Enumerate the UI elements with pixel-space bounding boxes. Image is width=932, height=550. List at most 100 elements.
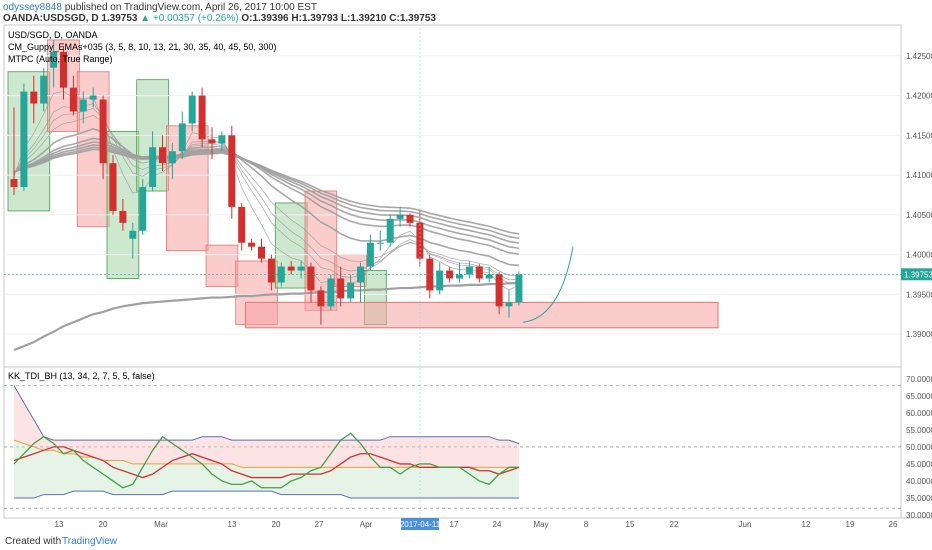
tdi-upper-fill: [14, 385, 519, 468]
candle-body: [267, 258, 275, 283]
time-tick-label: 8: [584, 520, 589, 529]
candle-body: [456, 274, 463, 279]
support-zone: [245, 301, 719, 329]
candle-body: [436, 270, 444, 291]
created-with-label: Created with: [5, 536, 62, 547]
price-change: ▲ +0.00357 (+0.26%): [140, 13, 239, 24]
tradingview-logo-link[interactable]: TradingView: [62, 536, 118, 547]
tdi-tick-label: 40.0000: [906, 477, 932, 486]
time-tick-label: 24: [493, 520, 502, 529]
last-price-label: 1.39753: [904, 270, 932, 279]
candle-body: [139, 187, 147, 231]
price-tick-label: 1.39000: [906, 330, 932, 339]
price-tick-label: 1.41000: [906, 171, 932, 180]
time-tick-label: 20: [272, 520, 281, 529]
symbol-line: OANDA:USDSGD, D: [3, 13, 99, 24]
candle-body: [366, 242, 374, 267]
high-value: H:1.39793: [291, 13, 339, 24]
candle-body: [119, 210, 127, 223]
tdi-tick-label: 55.0000: [906, 426, 932, 435]
time-tick-label: 26: [889, 520, 898, 529]
candle-body: [69, 87, 77, 112]
time-tick-label: 13: [55, 520, 64, 529]
candle-body: [89, 95, 97, 100]
time-tick-label: 12: [802, 520, 811, 529]
range-box: [165, 125, 209, 252]
tdi-series-line: [14, 490, 519, 499]
candle-body: [505, 302, 513, 307]
price-tick-label: 1.40500: [906, 211, 932, 220]
candle-body: [198, 95, 206, 140]
low-value: L:1.39210: [340, 13, 387, 24]
tdi-tick-label: 60.0000: [906, 409, 932, 418]
candle-body: [465, 266, 473, 275]
candle-body: [475, 266, 483, 279]
tdi-lower-fill: [14, 440, 519, 498]
price-tick-label: 1.41500: [906, 131, 932, 140]
tdi-tick-label: 45.0000: [906, 460, 932, 469]
ema-line: [13, 91, 520, 291]
candle-body: [79, 99, 87, 112]
candle-body: [307, 266, 315, 291]
ema-line: [13, 108, 519, 281]
ema-300-line: [13, 282, 519, 352]
legend-guppy[interactable]: CM_Guppy_EMAs+035 (3, 5, 8, 10, 13, 21, …: [8, 42, 276, 52]
open-value: O:1.39396: [241, 13, 289, 24]
last-price-badge: [901, 268, 932, 281]
tdi-tick-label: 50.0000: [906, 443, 932, 452]
ema-line: [13, 103, 519, 284]
candle-body: [386, 218, 394, 243]
candle-body: [317, 290, 325, 307]
time-tick-label: 27: [315, 520, 324, 529]
candle-body: [159, 147, 166, 164]
time-tick-label: 19: [846, 520, 855, 529]
legend-title: USD/SGD, D, OANDA: [8, 30, 98, 40]
tdi-tick-label: 65.0000: [906, 392, 932, 401]
candle-body: [515, 274, 523, 303]
candle-body: [188, 95, 196, 124]
ema-line: [13, 128, 519, 267]
candle-body: [60, 51, 67, 88]
time-tick-label: 17: [450, 520, 459, 529]
time-tick-label: 13: [228, 520, 237, 529]
time-tick-label: 15: [626, 520, 635, 529]
symbol-quote: OANDA:USDSGD, D 1.39753 ▲ +0.00357 (+0.2…: [3, 13, 436, 24]
candle-body: [347, 282, 355, 299]
time-tick-label: 22: [670, 520, 679, 529]
crosshair-date-label: 2017-04-11: [400, 520, 441, 529]
footer: Created with TradingView: [0, 531, 932, 550]
tdi-tick-label: 30.0000: [906, 511, 932, 520]
candle-body: [50, 51, 58, 68]
legend-tdi[interactable]: KK_TDI_BH (13, 34, 2, 7, 5, 5, false): [8, 371, 155, 381]
tdi-series-line: [13, 446, 520, 479]
candle-body: [248, 242, 256, 247]
candle-body: [178, 123, 186, 152]
ema-line: [13, 137, 520, 255]
candle-body: [406, 214, 414, 223]
candle-body: [337, 278, 345, 299]
candle-body: [40, 75, 48, 104]
published-text: published on TradingView.com, April 26, …: [64, 2, 317, 13]
ema-line: [13, 148, 520, 235]
tdi-tick-label: 35.0000: [906, 494, 932, 503]
candle-body: [396, 214, 404, 219]
candle-body: [10, 179, 18, 188]
candle-body: [218, 135, 226, 144]
ema-line: [13, 144, 520, 244]
publisher-line: odyssey8848 published on TradingView.com…: [3, 2, 317, 13]
price-tick-label: 1.42000: [906, 92, 932, 101]
price-tick-label: 1.40000: [906, 251, 932, 260]
candle-body: [109, 163, 117, 211]
price-tick-label: 1.39500: [906, 290, 932, 299]
time-tick-label: 20: [99, 520, 108, 529]
tdi-series-line: [13, 385, 520, 444]
candle-body: [258, 246, 265, 259]
time-tick-label: Jun: [739, 520, 752, 529]
candle-body: [376, 242, 384, 244]
time-tick-label: May: [533, 520, 548, 529]
publisher-username-link[interactable]: odyssey8848: [3, 2, 62, 13]
price-tick-label: 1.42500: [906, 52, 932, 61]
last-price-label: 1.39753: [101, 13, 138, 24]
legend-mtpc[interactable]: MTPC (Auto, True Range): [8, 54, 113, 64]
